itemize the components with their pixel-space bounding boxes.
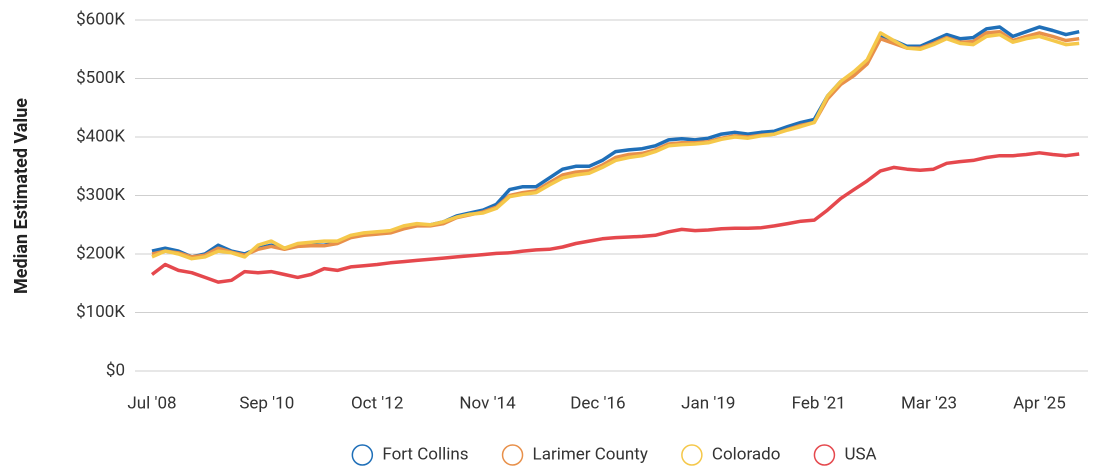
x-tick-label: Sep '10	[239, 393, 294, 413]
x-tick-label: Oct '12	[351, 393, 403, 413]
y-axis-label: Median Estimated Value	[11, 98, 32, 294]
x-tick-label: Jan '19	[681, 393, 735, 413]
legend-swatch	[501, 444, 524, 466]
legend-swatch	[681, 444, 703, 466]
legend-label: USA	[844, 444, 876, 464]
x-tick-label: Apr '25	[1013, 393, 1066, 413]
x-tick-label: Dec '16	[570, 393, 625, 413]
y-tick-label: $200K	[76, 243, 125, 263]
series-line	[151, 25, 1080, 259]
y-tick-label: $400K	[76, 126, 125, 146]
series-line	[151, 29, 1080, 259]
legend-swatch	[351, 444, 374, 466]
series-line	[150, 151, 1080, 284]
y-tick-label: $600K	[76, 9, 125, 29]
x-tick-label: Mar '23	[901, 393, 957, 413]
legend-swatch	[813, 444, 836, 466]
legend-label: Colorado	[712, 444, 781, 464]
y-tick-label: $500K	[76, 68, 125, 88]
x-tick-label: Feb '21	[792, 393, 846, 413]
series-line	[151, 31, 1080, 261]
y-tick-label: $100K	[76, 302, 125, 322]
x-tick-label: Nov '14	[459, 393, 516, 413]
legend-label: Larimer County	[533, 444, 648, 464]
y-tick-label: $0	[106, 360, 125, 380]
y-tick-label: $300K	[76, 185, 125, 205]
legend-label: Fort Collins	[382, 444, 468, 464]
x-tick-label: Jul '08	[127, 393, 176, 413]
